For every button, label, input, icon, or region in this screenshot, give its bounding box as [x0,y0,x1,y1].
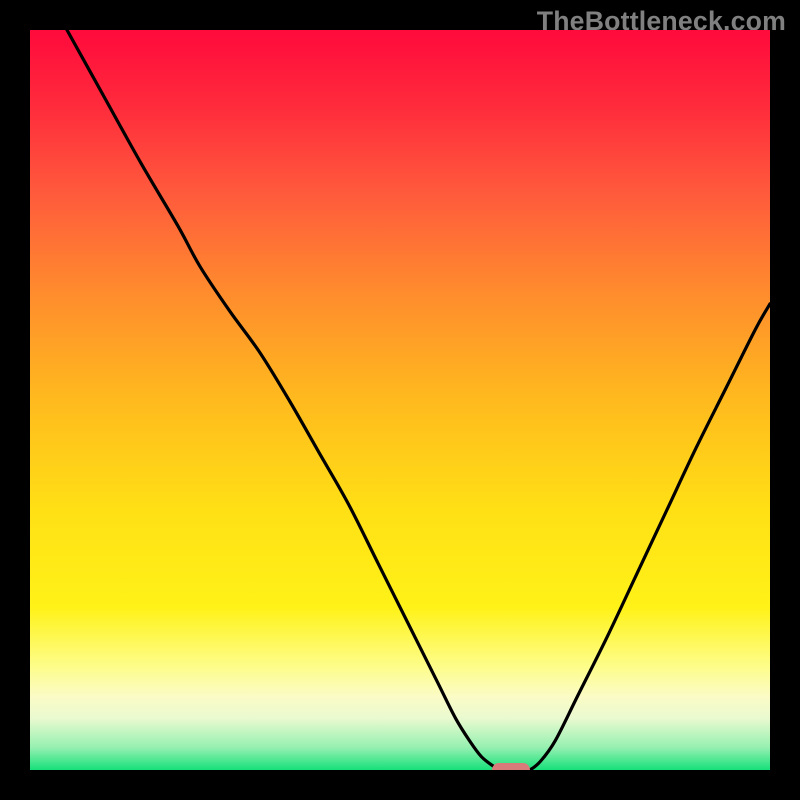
chart-container: TheBottleneck.com [0,0,800,800]
plot-area [30,30,770,770]
bottleneck-curve [30,30,770,770]
optimal-marker [492,763,530,770]
